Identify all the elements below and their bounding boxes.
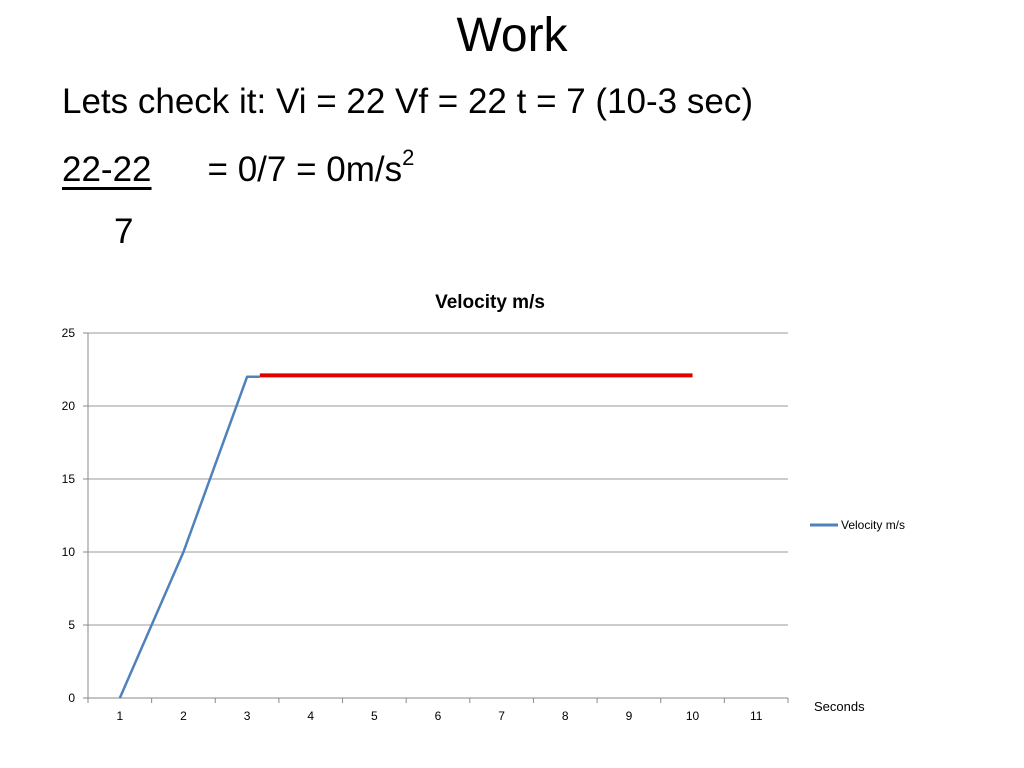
unit-exponent: 2	[402, 145, 415, 170]
velocity-series-line	[118, 375, 260, 699]
series-layer	[118, 375, 260, 699]
x-tick-label: 5	[371, 709, 378, 723]
y-tick-label: 5	[68, 618, 75, 632]
grid-lines	[88, 332, 788, 626]
x-tick-label: 10	[686, 709, 700, 723]
tick-labels: 0 5 10 15 20 25 1 2 3 4 5 6 7 8 9 10 11	[62, 326, 763, 723]
velocity-chart: Velocity m/s 0 5 10 15 20 25 1 2 3 4 5 6 7 8 9 10 11 Sec…	[62, 292, 905, 723]
legend: Velocity m/s	[810, 518, 905, 532]
y-tick-label: 10	[62, 545, 76, 559]
x-tick-label: 11	[750, 709, 763, 723]
x-axis-label: Seconds	[814, 699, 865, 714]
chart-title: Velocity m/s	[435, 292, 545, 313]
x-tick-label: 6	[435, 709, 442, 723]
x-tick-label: 9	[626, 709, 633, 723]
equation-line: 22-22 = 0/7 = 0m/s2	[62, 145, 415, 192]
equation-result: = 0/7 = 0m/s	[207, 150, 403, 189]
y-tick-label: 25	[62, 326, 76, 340]
x-tick-label: 2	[180, 709, 187, 723]
slide-title: Work	[456, 9, 568, 62]
check-statement: Lets check it: Vi = 22 Vf = 22 t = 7 (10…	[62, 82, 753, 121]
legend-label: Velocity m/s	[841, 518, 905, 532]
x-tick-label: 7	[498, 709, 505, 723]
fraction-numerator: 22-22	[62, 150, 152, 189]
fraction-denominator: 7	[114, 212, 134, 251]
y-tick-label: 20	[62, 399, 76, 413]
x-tick-label: 8	[562, 709, 569, 723]
chart-axes	[83, 332, 789, 703]
x-tick-label: 1	[116, 709, 123, 723]
y-tick-label: 15	[62, 472, 76, 486]
x-tick-label: 3	[244, 709, 251, 723]
y-tick-label: 0	[68, 691, 75, 705]
x-tick-label: 4	[307, 709, 314, 723]
